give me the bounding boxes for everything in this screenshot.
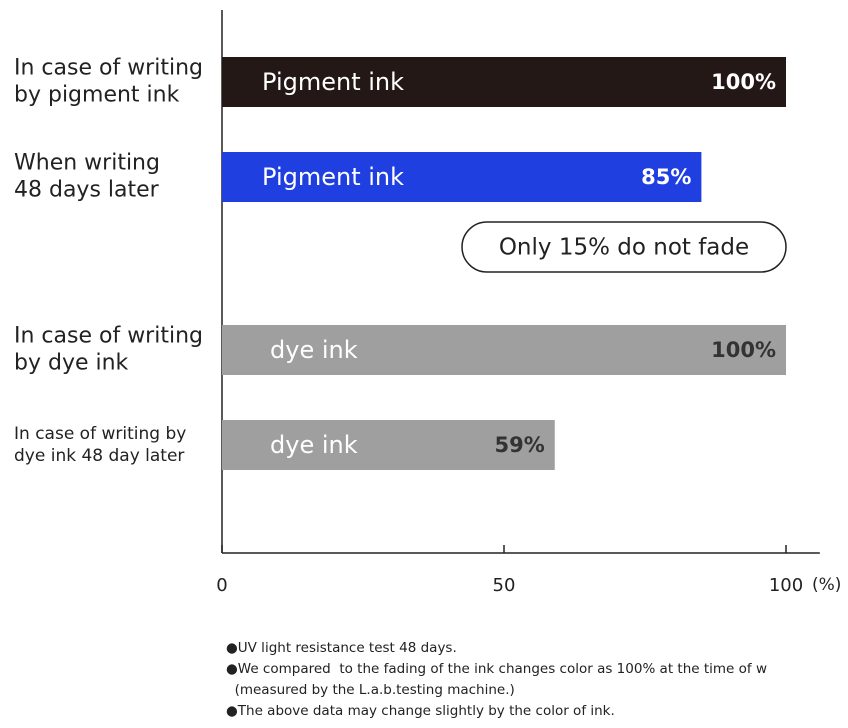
annotation-text: Only 15% do not fade [499, 235, 749, 261]
category-line: by dye ink [14, 351, 129, 376]
bar [222, 325, 786, 375]
category-line: by pigment ink [14, 83, 180, 108]
value-label: 59% [494, 433, 544, 457]
bar-label: dye ink [270, 431, 358, 459]
x-tick-label: 50 [493, 575, 516, 596]
x-tick-label: 100 [769, 575, 803, 596]
category-line: dye ink 48 day later [14, 446, 184, 466]
category-line: In case of writing [14, 56, 203, 81]
category-label: In case of writing by pigment ink [14, 56, 203, 108]
note: ●UV light resistance test 48 days. [226, 640, 457, 656]
bar [222, 152, 702, 202]
note: ●We compared to the fading of the ink ch… [226, 661, 767, 677]
value-label: 100% [711, 70, 776, 94]
category-label: In case of writing by dye ink [14, 324, 203, 376]
value-label: 85% [641, 165, 691, 189]
category-line: In case of writing by [14, 424, 186, 444]
note: (measured by the L.a.b.testing machine.) [226, 682, 515, 698]
category-line: 48 days later [14, 178, 160, 203]
category-line: In case of writing [14, 324, 203, 349]
x-tick-label: 0 [216, 575, 227, 596]
bar-label: Pigment ink [262, 163, 404, 191]
category-label: When writing 48 days later [14, 151, 160, 203]
x-axis-label: (%) [812, 575, 841, 595]
category-label: In case of writing by dye ink 48 day late… [14, 424, 186, 466]
value-label: 100% [711, 338, 776, 362]
bar-label: dye ink [270, 336, 358, 364]
note: ●The above data may change slightly by t… [226, 703, 615, 719]
annotation: Only 15% do not fade [461, 221, 787, 273]
bar [222, 57, 786, 107]
annotation-box [461, 221, 787, 273]
category-line: When writing [14, 151, 160, 176]
bar-label: Pigment ink [262, 68, 404, 96]
bar [222, 420, 555, 470]
